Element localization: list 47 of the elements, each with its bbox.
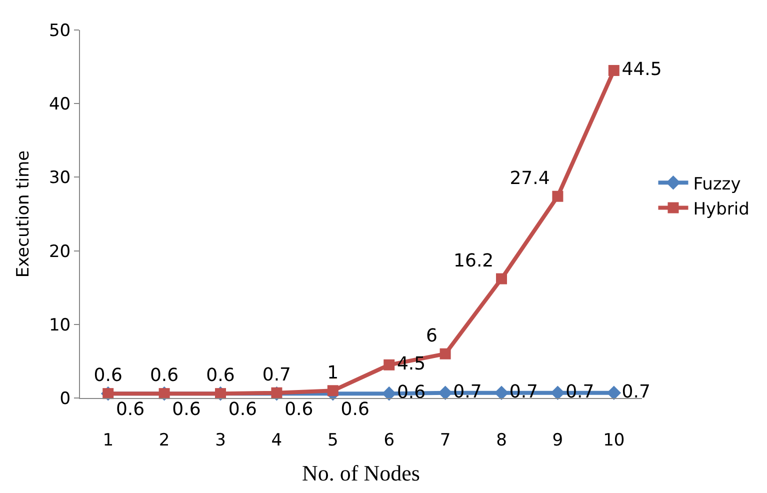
x-tick-label: 4 [271,430,282,450]
point [440,348,451,360]
data-label: 0.6 [116,398,145,420]
legend-label: Fuzzy [693,174,741,194]
point [606,386,622,400]
data-label: 0.6 [340,398,370,420]
x-tick-label: 8 [496,430,507,450]
data-label: 44.5 [622,58,662,80]
data-label: 27.4 [510,168,550,189]
data-label: 0.6 [94,365,122,386]
y-axis-title: Execution time [14,150,34,278]
x-tick-label: 6 [384,430,395,450]
y-tick-label: 20 [48,242,71,262]
legend-label: Hybrid [693,199,750,220]
data-label: 0.6 [172,398,201,420]
data-label: 0.6 [150,365,179,386]
point [271,387,282,398]
x-tick-label: 2 [158,430,170,450]
data-label: 0.7 [262,364,292,386]
data-label: 0.7 [622,381,650,402]
point [382,386,396,401]
data-label: 0.6 [206,365,235,386]
x-tick-label: 9 [552,430,564,450]
x-tick-label: 10 [603,430,625,450]
y-tick-label: 0 [60,388,71,409]
y-tick-label: 30 [48,168,71,188]
x-tick-label: 1 [102,430,114,450]
point [384,359,395,370]
x-tick-label: 5 [327,430,338,450]
point [552,190,564,202]
x-axis-title: No. of Nodes [302,460,420,486]
data-label: 1 [327,362,339,384]
data-label: 6 [426,325,438,346]
point [496,273,507,284]
point [327,385,338,396]
data-label: 0.6 [284,398,314,420]
x-tick-label: 7 [440,430,451,450]
y-tick-label: 40 [48,94,71,115]
point [438,386,452,400]
y-tick-label: 50 [48,20,71,41]
x-tick-label: 3 [215,430,226,450]
point [550,386,565,400]
data-label: 0.6 [228,398,258,420]
y-tick-label: 10 [48,315,71,336]
data-label: 16.2 [454,250,494,272]
point [494,386,509,400]
point [608,64,620,76]
